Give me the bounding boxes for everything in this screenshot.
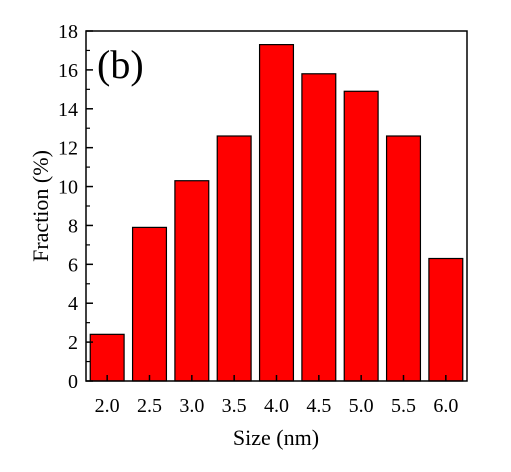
- y-tick-label: 14: [58, 99, 78, 121]
- y-tick-label: 6: [68, 254, 78, 276]
- x-tick-label: 5.5: [391, 395, 416, 417]
- bar-3.0: [174, 180, 210, 382]
- y-axis-ticks: 0 2 4 6 8 10 12 14 16 18: [58, 21, 93, 393]
- x-tick-label: 3.5: [222, 395, 247, 417]
- bar-4.5: [301, 73, 337, 382]
- y-tick-label: 8: [68, 215, 78, 237]
- x-tick-label: 2.0: [95, 395, 120, 417]
- x-axis-title: Size (nm): [233, 425, 319, 450]
- y-tick-label: 12: [58, 138, 78, 160]
- y-tick-label: 4: [68, 293, 78, 315]
- y-axis-title: Fraction (%): [28, 150, 53, 262]
- bars-group: [89, 44, 464, 382]
- x-axis-ticks: 2.0 2.5 3.0 3.5 4.0 4.5 5.0 5.5 6.0: [95, 375, 458, 417]
- bar-5.5: [385, 135, 422, 382]
- x-tick-label: 4.5: [306, 395, 331, 417]
- x-tick-label: 3.0: [179, 395, 204, 417]
- panel-label: (b): [97, 42, 144, 87]
- x-tick-label: 6.0: [433, 395, 458, 417]
- x-tick-label: 5.0: [349, 395, 374, 417]
- bar-3.5: [216, 135, 252, 382]
- bar-2.5: [131, 226, 168, 382]
- x-tick-label: 2.5: [137, 395, 162, 417]
- bar-5.0: [343, 90, 379, 382]
- y-tick-label: 16: [58, 60, 78, 82]
- bar-2.0: [89, 333, 125, 382]
- y-tick-label: 2: [68, 332, 78, 354]
- x-tick-label: 4.0: [264, 395, 289, 417]
- y-tick-label: 18: [58, 21, 78, 43]
- y-tick-label: 10: [58, 177, 78, 199]
- bar-6.0: [428, 257, 464, 382]
- y-tick-label: 0: [68, 371, 78, 393]
- bar-4.0: [258, 44, 295, 382]
